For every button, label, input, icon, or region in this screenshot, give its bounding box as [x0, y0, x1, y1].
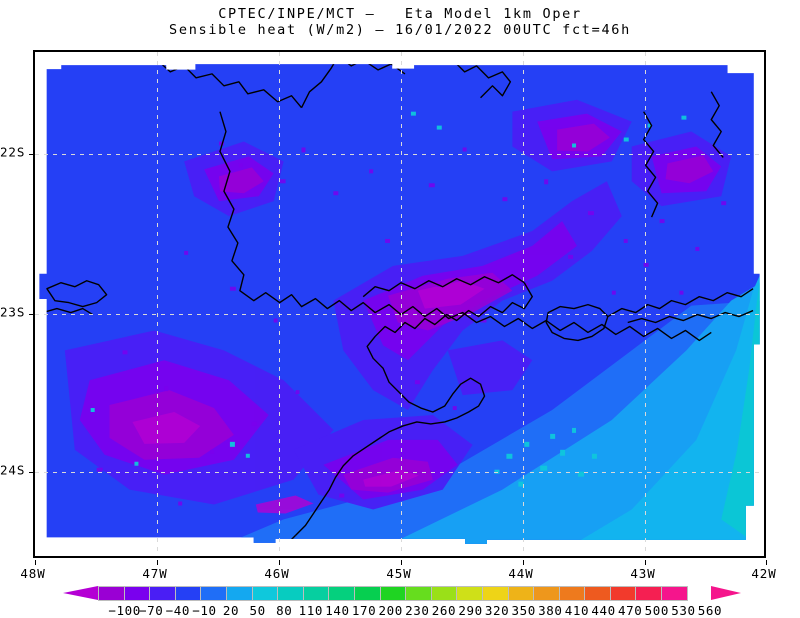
colorbar-under-arrow — [63, 586, 98, 600]
colorbar-swatch — [200, 586, 227, 601]
tick-45W — [401, 560, 402, 565]
colorbar-swatch — [609, 586, 637, 601]
axis-label-47W: 47W — [142, 566, 168, 581]
colorbar-swatch — [430, 586, 458, 601]
colorbar-tick-label: 140 — [325, 603, 350, 618]
map-clip — [35, 52, 764, 556]
colorbar-swatch — [558, 586, 586, 601]
tick-44W — [523, 560, 524, 565]
gridline-44W — [523, 52, 524, 556]
colorbar-tick-label: 80 — [276, 603, 293, 618]
colorbar-swatch — [302, 586, 330, 601]
colorbar-swatch — [507, 586, 535, 601]
gridline-47W — [157, 52, 158, 556]
colorbar-tick-label: 410 — [564, 603, 590, 618]
tick-46W — [279, 560, 280, 565]
coastline-and-borders — [42, 64, 754, 544]
land-speckle-dots — [90, 111, 727, 506]
gridline-24S — [35, 472, 764, 473]
colorbar-swatch — [149, 586, 176, 601]
colorbar-swatch — [353, 586, 381, 601]
colorbar-swatch — [328, 586, 355, 601]
colorbar-swatch — [405, 586, 432, 601]
colorbar-tick-label: 470 — [617, 603, 643, 618]
land-texture-layer — [64, 99, 732, 514]
colorbar-tick-label: 530 — [671, 603, 696, 618]
colorbar-tick-label: 20 — [222, 603, 240, 618]
axis-label-46W: 46W — [264, 566, 290, 581]
colorbar-swatch — [251, 586, 279, 601]
gridline-46W — [279, 52, 280, 556]
colorbar-swatch — [456, 586, 483, 601]
colorbar-swatch — [123, 586, 151, 601]
colorbar-tick-label: 350 — [511, 603, 536, 618]
axis-label-22S: 22S — [0, 144, 26, 160]
colorbar-tick-label: −40 — [165, 603, 191, 618]
tick-42W — [766, 560, 767, 565]
colorbar-tick-label: 290 — [458, 603, 483, 618]
title-line-2: Sensible heat (W/m2) — 16/01/2022 00UTC … — [169, 22, 631, 38]
gridline-43W — [645, 52, 646, 556]
map-plot-area — [29, 50, 767, 565]
colorbar-swatch — [584, 586, 611, 601]
colorbar-swatch — [533, 586, 560, 601]
gridline-23S — [35, 314, 764, 315]
colorbar-swatch — [174, 586, 202, 601]
colorbar-swatch — [635, 586, 663, 601]
tick-23S — [29, 314, 35, 315]
colorbar-tick-label: 50 — [249, 603, 266, 618]
colorbar-tick-label: −10 — [192, 603, 217, 618]
chart-title-block: CPTEC/INPE/MCT — Eta Model 1km Oper Sens… — [0, 6, 800, 38]
axis-label-23S: 23S — [0, 304, 26, 320]
axis-label-24S: 24S — [0, 462, 26, 478]
colorbar-swatch — [661, 586, 688, 601]
colorbar-swatch — [225, 586, 253, 601]
colorbar-tick-label: 440 — [591, 603, 616, 618]
colorbar-tick-label: 380 — [538, 603, 563, 618]
tick-47W — [157, 560, 158, 565]
tick-43W — [645, 560, 646, 565]
sensible-heat-field — [39, 64, 760, 544]
gridline-45W — [401, 52, 402, 556]
colorbar-tick-label: 230 — [405, 603, 430, 618]
colorbar-tick-label: −100 — [108, 603, 141, 618]
colorbar-swatch — [379, 586, 407, 601]
axis-label-45W: 45W — [386, 566, 412, 581]
tick-22S — [29, 154, 35, 155]
colorbar-tick-label: 200 — [378, 603, 403, 618]
gridline-22S — [35, 154, 764, 155]
colorbar-tick-label: −70 — [139, 603, 164, 618]
title-line-1: CPTEC/INPE/MCT — Eta Model 1km Oper — [218, 6, 582, 22]
tick-48W — [35, 560, 36, 565]
colorbar-swatch — [277, 586, 304, 601]
axis-label-42W: 42W — [751, 566, 777, 581]
colorbar-swatch — [481, 586, 509, 601]
colorbar-tick-label: 170 — [351, 603, 377, 618]
colorbar-tick-label: 320 — [484, 603, 510, 618]
tick-24S — [29, 472, 35, 473]
axis-label-43W: 43W — [630, 566, 656, 581]
colorbar-tick-label: 110 — [298, 603, 324, 618]
axis-label-48W: 48W — [20, 566, 46, 581]
colorbar-tick-label: 500 — [644, 603, 669, 618]
colorbar — [98, 586, 688, 601]
colorbar-over-arrow — [711, 586, 741, 600]
colorbar-swatch — [98, 586, 125, 601]
colorbar-tick-label: 560 — [697, 603, 723, 618]
axis-label-44W: 44W — [508, 566, 534, 581]
colorbar-tick-label: 260 — [431, 603, 457, 618]
